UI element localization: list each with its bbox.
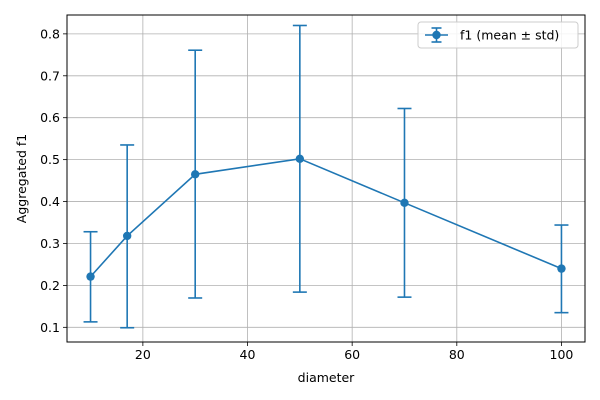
data-point [400,198,409,208]
x-tick-label: 100 [550,347,574,362]
x-tick-label: 20 [135,347,151,362]
legend-handle [425,27,448,43]
legend-label-series-0: f1 (mean ± std) [460,28,559,43]
x-tick-label: 60 [344,347,360,362]
data-point [190,170,200,179]
data-point [557,264,566,273]
data-layer [83,24,569,329]
data-point [295,154,305,163]
y-tick-label: 0.5 [40,152,60,167]
plot-area-frame [66,14,586,343]
y-tick-label: 0.3 [40,236,60,251]
y-tick-label: 0.4 [40,194,60,209]
axes-layer: 20 40 60 80 100 0.1 0.2 0.3 0.4 0.5 0.6 0.7 0.8 [40,26,573,362]
series-line [89,157,562,278]
x-axis-title: diameter [298,370,356,385]
legend-box [417,21,579,49]
y-tick-label: 0.8 [40,26,60,41]
data-point [86,272,95,281]
y-tick-label: 0.7 [40,68,60,83]
legend-marker [432,30,441,40]
y-tick-label: 0.2 [40,278,60,293]
y-axis-title: Aggregated f1 [14,134,29,223]
y-tick-label: 0.6 [40,110,60,125]
x-tick-label: 40 [240,347,256,362]
y-tick-label: 0.1 [40,320,60,335]
grid-layer [67,15,585,342]
x-tick-label: 80 [449,347,465,362]
data-point [122,231,132,241]
legend: f1 (mean ± std) [417,21,579,49]
